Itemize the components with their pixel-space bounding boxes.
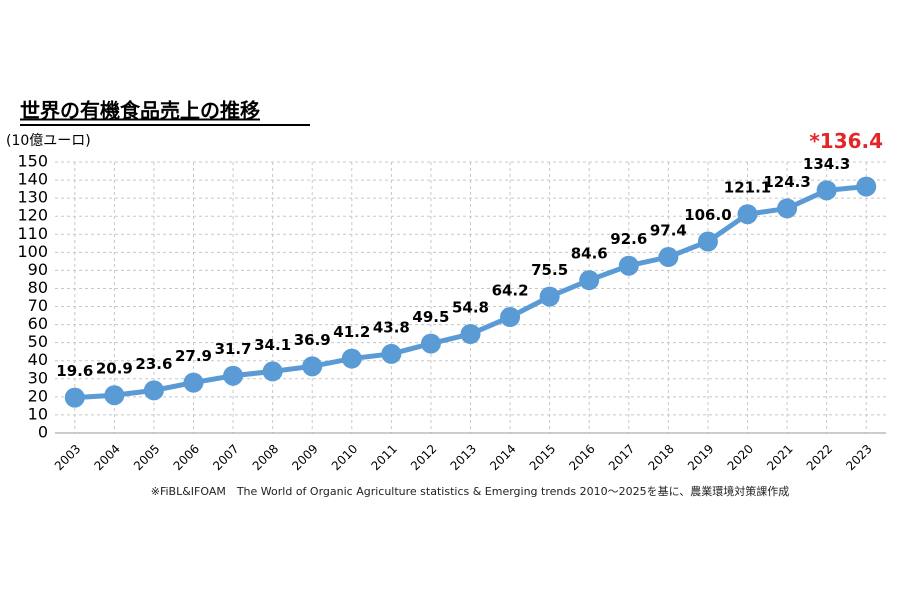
x-tick-label: 2023 [843,442,874,473]
x-tick-label: 2003 [52,442,83,473]
data-label: 49.5 [412,308,449,326]
source-note: ※FiBL&IFOAM The World of Organic Agricul… [151,484,790,498]
x-tick-label: 2010 [329,442,360,473]
data-point [539,286,560,307]
data-label: 121.1 [724,179,771,197]
data-point [579,270,600,291]
chart-title: 世界の有機食品売上の推移 [20,99,260,123]
x-tick-label: 2016 [566,442,597,473]
y-tick-label: 120 [17,206,48,225]
data-point [104,385,125,406]
x-tick-label: 2006 [171,442,202,473]
data-label: 36.9 [294,331,331,349]
data-label: 64.2 [492,282,529,300]
data-point [223,365,244,386]
x-tick-label: 2022 [804,442,835,473]
data-label: 92.6 [610,230,647,248]
data-label: 124.3 [763,173,810,191]
data-label: 97.4 [650,222,687,240]
data-label: *136.4 [809,129,883,153]
data-point [500,307,521,328]
x-tick-label: 2011 [368,442,399,473]
y-tick-label: 30 [28,368,48,387]
y-tick-label: 100 [17,242,48,261]
x-tick-label: 2019 [685,442,716,473]
data-label: 23.6 [135,355,172,373]
data-point [262,361,283,382]
data-point [816,180,837,201]
data-point [697,231,718,252]
data-label: 134.3 [803,155,850,173]
data-label: 20.9 [96,360,133,378]
x-tick-label: 2013 [448,442,479,473]
data-point [618,255,639,276]
x-tick-label: 2017 [606,442,637,473]
y-tick-label: 80 [28,278,48,297]
data-point [183,372,204,393]
y-tick-label: 90 [28,260,48,279]
y-tick-label: 0 [38,423,48,442]
data-point [777,198,798,219]
y-tick-label: 70 [28,296,48,315]
x-tick-label: 2021 [764,442,795,473]
data-point [302,356,323,377]
data-label: 41.2 [333,323,370,341]
y-tick-label: 150 [17,152,48,171]
data-point [143,380,164,401]
y-axis-label: (10億ユーロ) [6,133,91,149]
y-tick-label: 140 [17,170,48,189]
data-point [64,387,85,408]
data-point [381,343,402,364]
x-tick-label: 2015 [527,442,558,473]
data-label: 75.5 [531,261,568,279]
x-tick-label: 2020 [725,442,756,473]
x-tick-label: 2018 [645,442,676,473]
x-tick-label: 2007 [210,442,241,473]
x-tick-label: 2004 [91,442,122,473]
y-tick-label: 110 [17,224,48,243]
data-point [658,247,679,268]
y-tick-label: 40 [28,350,48,369]
data-point [856,176,877,197]
y-tick-label: 50 [28,332,48,351]
data-label: 34.1 [254,336,291,354]
data-label: 19.6 [56,362,93,380]
x-tick-label: 2014 [487,442,518,473]
y-tick-label: 130 [17,188,48,207]
x-tick-label: 2009 [289,442,320,473]
data-label: 43.8 [373,318,410,336]
data-point [420,333,441,354]
data-label: 31.7 [215,340,252,358]
data-label: 106.0 [684,206,731,224]
x-tick-label: 2012 [408,442,439,473]
data-label: 54.8 [452,298,489,316]
y-tick-label: 60 [28,314,48,333]
data-point [341,348,362,369]
data-point [737,204,758,225]
y-tick-label: 10 [28,404,48,423]
x-tick-label: 2008 [250,442,281,473]
data-label: 84.6 [571,245,608,263]
y-tick-label: 20 [28,386,48,405]
data-point [460,323,481,344]
x-tick-label: 2005 [131,442,162,473]
data-label: 27.9 [175,347,212,365]
